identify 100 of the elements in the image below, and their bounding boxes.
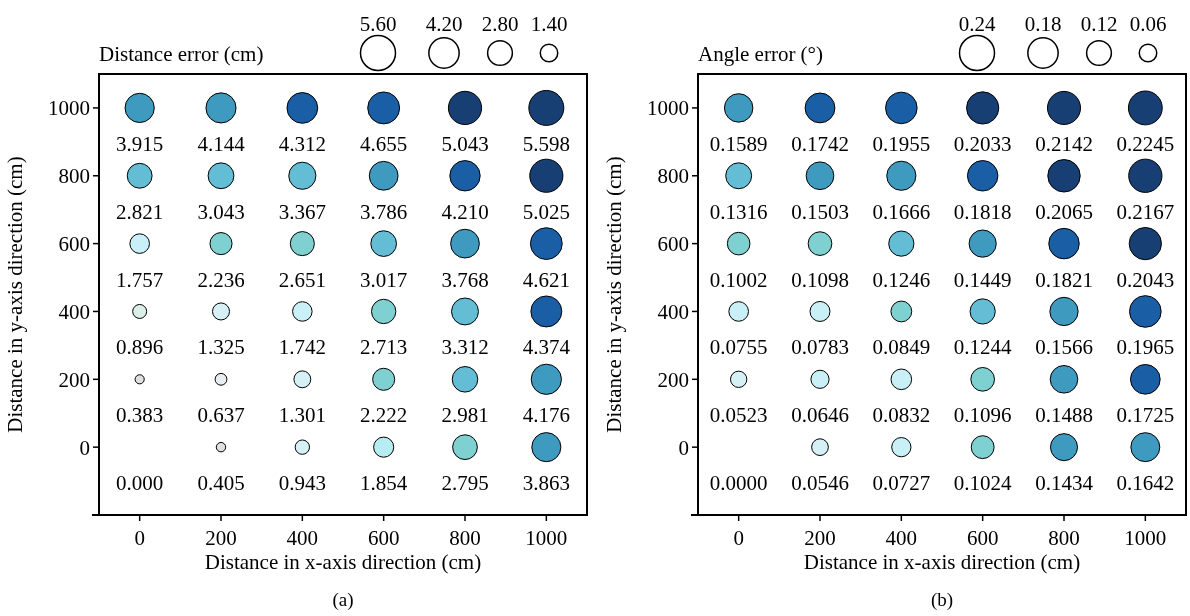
annotation: 0.000 [116,471,164,496]
data-label: 0.896 [116,335,164,360]
y-axis-title: Distance in y-axis direction (cm) [3,156,27,433]
x-tick-label: 400 [286,526,319,550]
data-label: 4.312 [278,131,326,156]
data-label: 0.1965 [1116,335,1175,360]
data-label: 0.1098 [791,267,849,292]
data-label: 4.144 [197,131,246,156]
y-tick-label: 400 [58,299,90,324]
data-label: 0.0646 [791,403,849,428]
data-label: 0.0783 [791,335,849,360]
data-label: 0.1244 [953,335,1013,360]
data-label: 4.210 [441,199,489,224]
legend-title: Angle error (°) [698,42,824,66]
data-label: 0.0727 [872,471,931,496]
data-label: 3.768 [441,267,489,292]
data-label: 1.757 [116,267,164,292]
legend-title: Distance error (cm) [99,42,264,66]
y-tick-label: 0 [79,435,90,460]
data-label: 0.1818 [953,199,1012,224]
text: (b) [930,589,954,611]
legend-label: 4.20 [425,12,463,36]
x-tick-label: 0 [134,526,145,550]
data-label: 1.301 [278,403,326,428]
data-label: 0.2167 [1116,199,1175,224]
data-label: 5.598 [522,131,570,156]
data-label: 0.637 [197,403,245,428]
data-label: 4.621 [522,267,570,292]
data-label: 0.2043 [1116,267,1175,292]
data-label: 0.1821 [1035,267,1093,292]
data-label: 0.405 [197,471,245,496]
data-label: 1.325 [197,335,245,360]
data-label: 0.0755 [709,335,768,360]
annotation: 0.0000 [709,471,768,496]
data-label: 0.2245 [1116,131,1175,156]
x-axis-title: Distance in x-axis direction (cm) [803,550,1081,574]
data-label: 0.1666 [872,199,931,224]
y-tick-label: 0 [678,435,689,460]
y-tick-label: 600 [657,231,689,256]
data-label: 2.981 [441,403,489,428]
y-tick-label: 200 [657,367,689,392]
data-label: 0.1434 [1035,471,1094,496]
data-label: 0.1488 [1035,403,1093,428]
y-tick-label: 800 [657,164,689,189]
data-label: 2.821 [116,199,164,224]
data-label: 0.1566 [1035,335,1093,360]
data-label: 4.655 [360,131,408,156]
x-tick-label: 600 [367,526,400,550]
y-tick-label: 400 [657,299,689,324]
data-label: 0.0523 [709,403,768,428]
data-label: 0.1955 [872,131,931,156]
data-label: 5.025 [522,199,570,224]
x-tick-label: 600 [966,526,999,550]
x-axis-title: Distance in x-axis direction (cm) [204,550,482,574]
data-label: 3.017 [360,267,408,292]
data-label: 3.367 [278,199,326,224]
data-label: 4.374 [522,335,571,360]
data-label: 3.863 [522,471,570,496]
data-label: 0.2065 [1035,199,1093,224]
data-label: 0.1024 [953,471,1013,496]
data-label: 0.383 [116,403,164,428]
data-label: 0.0849 [872,335,931,360]
legend-label: 1.40 [530,12,568,36]
data-label: 0.0546 [791,471,849,496]
data-label: 0.1503 [791,199,849,224]
legend-label: 5.60 [359,12,397,36]
data-label: 2.713 [360,335,408,360]
data-label: 0.1642 [1116,471,1175,496]
data-label: 0.943 [278,471,326,496]
data-label: 2.651 [278,267,326,292]
data-label: 3.043 [197,199,245,224]
x-tick-label: 800 [1048,526,1080,550]
x-tick-label: 0 [733,526,744,550]
x-tick-label: 200 [205,526,237,550]
legend-label: 0.24 [958,12,996,36]
data-label: 0.2142 [1035,131,1093,156]
data-label: 0.1742 [791,131,849,156]
data-label: 3.786 [360,199,408,224]
legend-label: 0.18 [1024,12,1062,36]
data-label: 1.854 [360,471,408,496]
y-tick-label: 800 [58,164,90,189]
y-axis-title: Distance in y-axis direction (cm) [602,156,626,433]
data-label: 0.1246 [872,267,931,292]
legend-label: 2.80 [481,12,519,36]
data-label: 0.1316 [709,199,768,224]
data-label: 5.043 [441,131,489,156]
data-label: 0.0832 [872,403,931,428]
data-label: 0.1096 [953,403,1012,428]
x-tick-label: 800 [449,526,481,550]
data-label: 1.742 [278,335,326,360]
y-tick-label: 1000 [48,96,90,121]
data-label: 2.795 [441,471,489,496]
data-label: 3.915 [116,131,164,156]
data-label: 0.1449 [953,267,1012,292]
data-label: 0.1002 [709,267,768,292]
data-label: 0.1725 [1116,403,1175,428]
x-tick-label: 200 [804,526,836,550]
x-tick-label: 400 [885,526,918,550]
data-label: 2.236 [197,267,245,292]
y-tick-label: 1000 [647,96,689,121]
